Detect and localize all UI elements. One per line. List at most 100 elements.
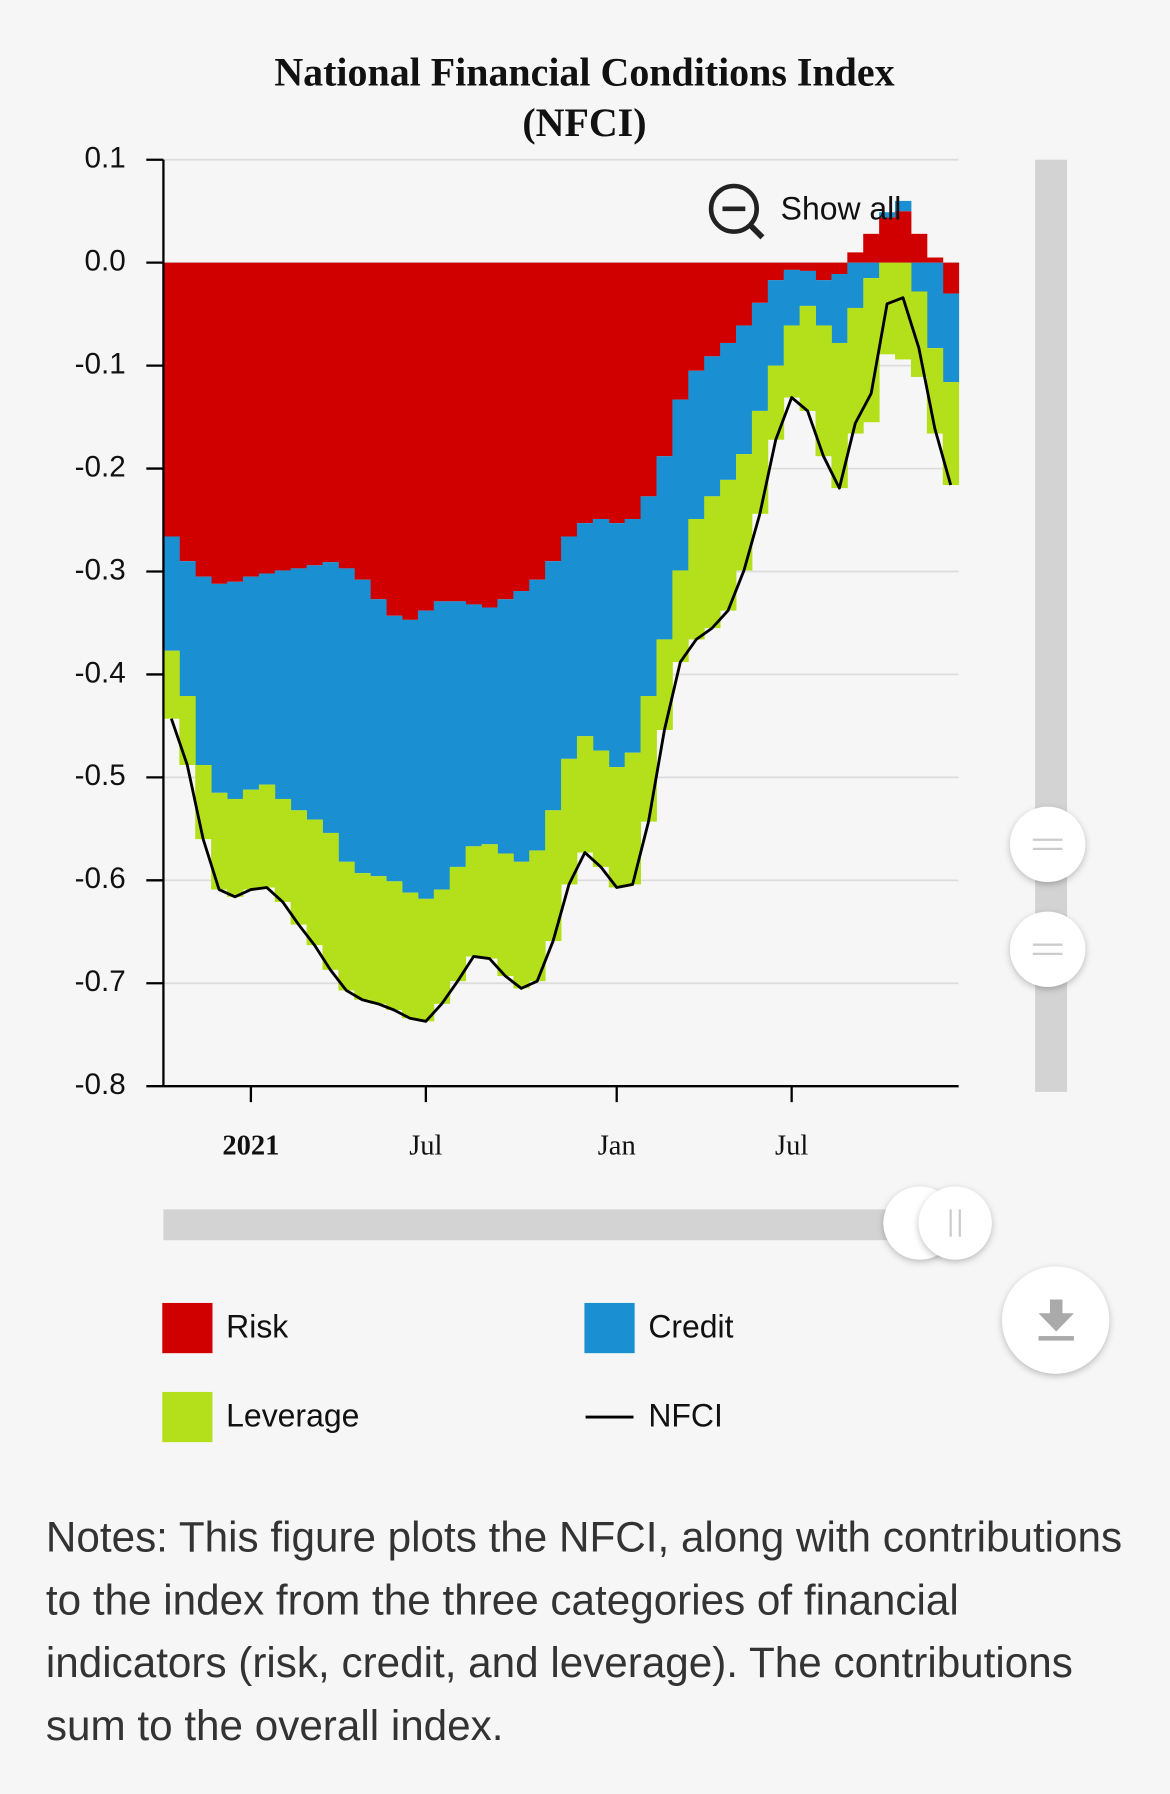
bar [608, 262, 626, 524]
handle-circle[interactable] [1010, 911, 1086, 987]
bar [195, 765, 212, 840]
bar [847, 262, 864, 308]
bar [815, 280, 832, 326]
legend-label[interactable]: Credit [648, 1309, 733, 1345]
bar [704, 262, 721, 357]
bar [433, 262, 451, 602]
bar [227, 581, 244, 799]
bar [354, 873, 371, 1000]
x-tick-label: Jul [775, 1130, 808, 1161]
bar [163, 650, 180, 719]
bar [370, 876, 387, 1004]
x-tick-label: 2021 [222, 1130, 279, 1161]
bar [879, 217, 896, 263]
bar [401, 892, 419, 1019]
legend-label[interactable]: NFCI [648, 1398, 723, 1434]
bar [926, 257, 944, 263]
notes-container: Notes: This figure plots the NFCI, along… [46, 1514, 1122, 1749]
legend-item[interactable]: Risk [162, 1302, 289, 1354]
x-tick-label: Jul [409, 1130, 442, 1161]
legend-label[interactable]: Risk [226, 1309, 289, 1345]
bar [608, 767, 626, 888]
bar [799, 305, 816, 411]
bar [465, 604, 482, 847]
bar [163, 536, 180, 651]
bar [592, 262, 610, 519]
bar [227, 262, 244, 582]
bar [370, 599, 387, 877]
show-all-button[interactable]: Show all [708, 183, 902, 240]
bar [211, 583, 228, 793]
legend-item[interactable]: Credit [584, 1302, 734, 1354]
scroll-handle[interactable] [1010, 911, 1086, 987]
bar [354, 262, 371, 580]
bar [879, 212, 896, 218]
bar [513, 591, 530, 862]
bar [815, 325, 832, 457]
bar [751, 262, 769, 303]
legend-item[interactable]: Leverage [162, 1391, 359, 1443]
bar [242, 576, 260, 790]
y-tick-label: -0.4 [75, 656, 126, 689]
bar [561, 758, 578, 885]
y-tick-label: -0.8 [75, 1068, 126, 1101]
download-button[interactable] [1002, 1266, 1110, 1374]
bar [767, 280, 785, 366]
legend-label[interactable]: Leverage [226, 1398, 359, 1434]
bar [640, 496, 657, 697]
bar [910, 291, 928, 377]
bar [688, 262, 705, 371]
bar [831, 342, 848, 489]
bar [195, 262, 212, 577]
y-tick-label: -0.3 [75, 553, 126, 586]
show-all-label[interactable]: Show all [781, 191, 902, 227]
bar [497, 262, 514, 600]
bar [306, 565, 323, 820]
bar [497, 853, 514, 977]
bar [195, 576, 212, 766]
bar [576, 262, 594, 524]
bar [895, 262, 912, 360]
legend-item[interactable]: NFCI [585, 1398, 723, 1434]
x-tick-label: Jan [598, 1130, 636, 1161]
bar [513, 262, 530, 592]
bar [545, 262, 562, 562]
bar [847, 252, 864, 263]
bar [306, 819, 323, 946]
bar [704, 496, 721, 629]
y-tick-label: -0.6 [75, 862, 126, 895]
y-tick-label: 0.0 [85, 244, 126, 277]
bar [211, 792, 228, 890]
bar [529, 262, 546, 580]
bar [322, 562, 339, 833]
bar [290, 810, 308, 925]
download-icon [1038, 1336, 1074, 1341]
bar [735, 325, 753, 455]
zoom-icon [708, 183, 759, 234]
bar [672, 399, 689, 571]
bar [783, 325, 801, 398]
horizontal-scrollbar[interactable] [163, 1209, 917, 1241]
bar [561, 536, 578, 759]
bar [751, 302, 769, 411]
scroll-handle[interactable] [1010, 806, 1086, 882]
bar [799, 270, 816, 306]
handle-circle[interactable] [1010, 806, 1086, 882]
bar [370, 262, 387, 600]
bar [449, 262, 467, 602]
bar [290, 262, 308, 569]
bar [306, 262, 323, 566]
bar [624, 262, 642, 519]
bar [338, 568, 355, 862]
bar [338, 262, 355, 569]
bar [449, 866, 467, 982]
bar [895, 211, 912, 263]
handle-circle[interactable] [918, 1186, 992, 1260]
bar [656, 262, 673, 457]
bar [592, 750, 610, 867]
bar [179, 696, 196, 766]
bar [783, 269, 801, 326]
navigator-handle[interactable] [918, 1186, 992, 1260]
bar [386, 262, 403, 616]
